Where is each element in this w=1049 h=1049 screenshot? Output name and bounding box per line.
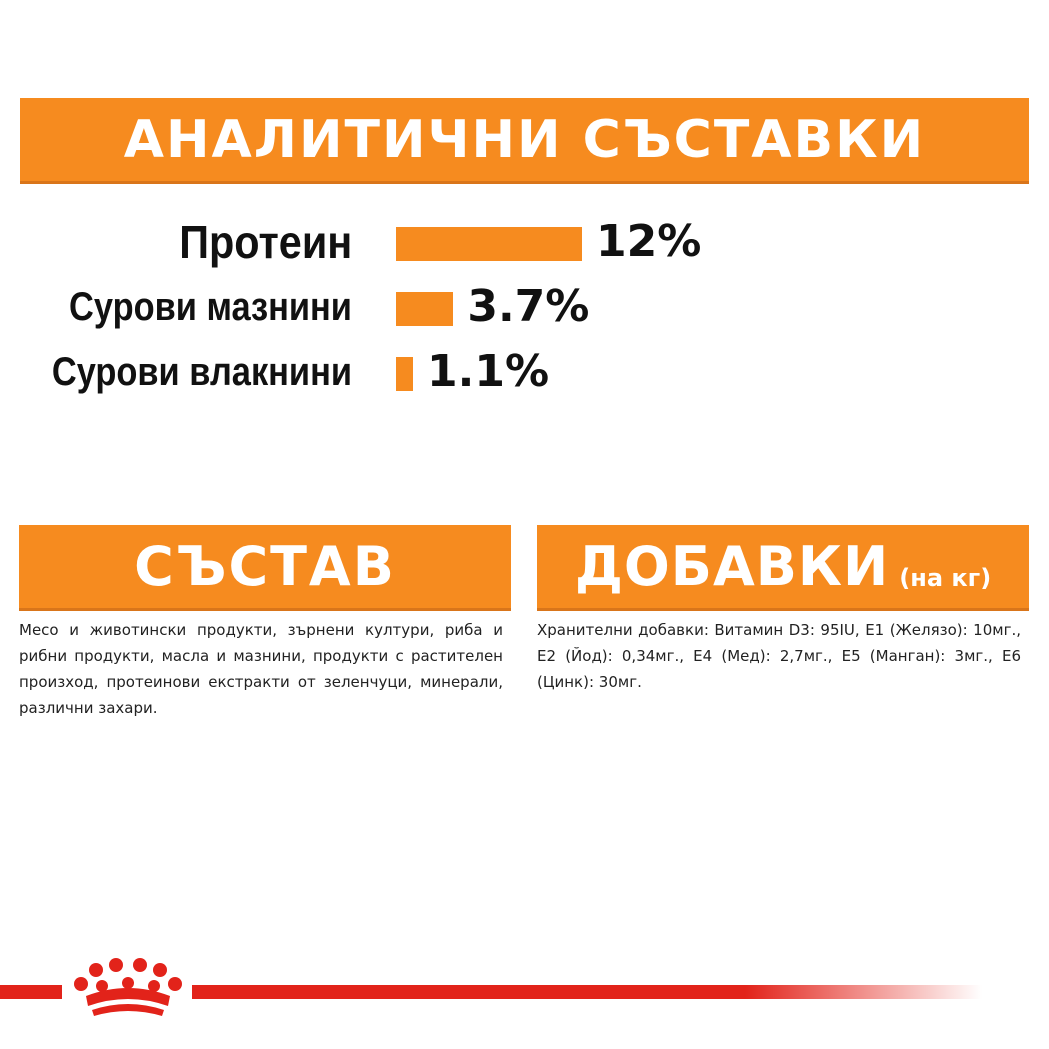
additives-title-banner: ДОБАВКИ (на кг)	[537, 525, 1029, 611]
additives-subtitle: (на кг)	[899, 563, 992, 592]
nutrient-row-protein: Протеин 12%	[0, 212, 1049, 272]
footer-line-right	[192, 985, 982, 999]
nutrient-value: 12%	[596, 216, 702, 267]
nutrient-bar	[396, 357, 414, 391]
nutrient-value: 3.7%	[467, 281, 590, 332]
composition-title-banner: СЪСТАВ	[19, 525, 511, 611]
footer-line-left	[0, 985, 62, 999]
crown-icon	[74, 958, 182, 1016]
nutrient-row-fat: Сурови мазнини 3.7%	[0, 277, 1049, 337]
nutrient-row-fibre: Сурови влакнини 1.1%	[0, 342, 1049, 402]
nutrient-label: Протеин	[178, 216, 352, 268]
additives-text: Хранителни добавки: Витамин D3: 95IU, E1…	[537, 621, 1021, 691]
nutrient-bar	[396, 227, 582, 261]
nutrient-bar	[396, 292, 454, 326]
nutrient-value: 1.1%	[427, 346, 550, 397]
additives-title: ДОБАВКИ	[574, 535, 890, 598]
composition-title: СЪСТАВ	[134, 535, 396, 598]
analytical-title-banner: АНАЛИТИЧНИ СЪСТАВКИ	[20, 98, 1029, 184]
nutrient-label: Сурови мазнини	[69, 285, 352, 329]
analytical-title: АНАЛИТИЧНИ СЪСТАВКИ	[123, 109, 926, 170]
composition-text: Месо и животински продукти, зърнени култ…	[19, 621, 503, 717]
nutrient-label: Сурови влакнини	[51, 350, 352, 394]
